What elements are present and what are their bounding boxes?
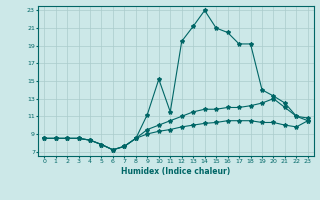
- X-axis label: Humidex (Indice chaleur): Humidex (Indice chaleur): [121, 167, 231, 176]
